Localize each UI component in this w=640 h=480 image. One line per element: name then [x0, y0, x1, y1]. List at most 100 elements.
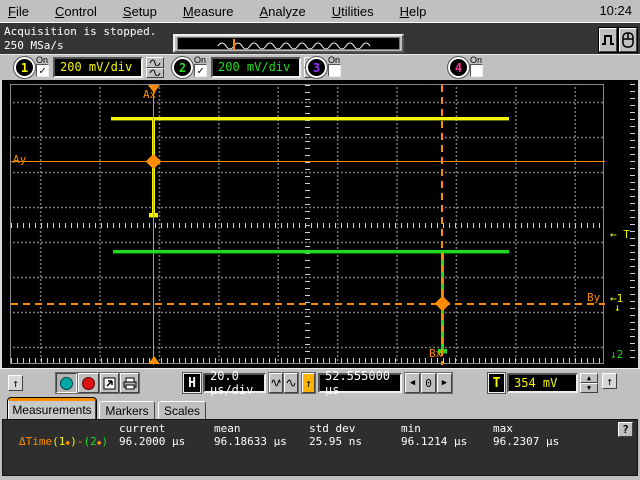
channel-1-on-checkbox[interactable]: ✓ [36, 64, 49, 77]
marker-ay-label: Ay [13, 153, 27, 166]
marker-ax-line[interactable] [153, 85, 154, 365]
expand-left-button[interactable]: ↑ [8, 375, 23, 391]
timebase-field[interactable]: 20.0 µs/div [203, 369, 266, 397]
level-up-button[interactable]: ▲ [580, 373, 598, 383]
channel-1-badge[interactable]: 1 [13, 56, 36, 79]
menu-utilities[interactable]: Utilities [331, 3, 374, 19]
preview-wave-icon [217, 39, 371, 50]
marker-bx-label: Bx [429, 347, 443, 360]
measurement-row-label: ΔTime(1◆)-(2◆) [19, 435, 109, 448]
channel-2-trace [113, 250, 509, 253]
marker-2-diamond-icon: ◆ [96, 438, 102, 447]
channel-1-scale-stepper [146, 57, 164, 78]
trigger-level-marker[interactable]: ← T [610, 228, 630, 241]
right-margin-ruler [630, 84, 635, 364]
channel-4-on-checkbox[interactable] [470, 64, 483, 77]
sample-rate: 250 MSa/s [4, 39, 64, 52]
run-button[interactable] [55, 372, 78, 394]
delay-right-button[interactable]: ▶ [436, 372, 453, 394]
channel-controls-row: 1 On ✓ 200 mV/div 2 On ✓ 200 mV/div 3 On… [0, 54, 640, 80]
horizontal-menu-button[interactable]: H [182, 372, 202, 394]
scale-up-button[interactable] [146, 57, 164, 68]
single-acquisition-button[interactable] [598, 27, 618, 53]
stop-button[interactable] [77, 372, 100, 394]
sine-icon [286, 379, 296, 387]
menu-help[interactable]: Help [399, 3, 427, 19]
measurement-mean: 96.18633 µs [214, 435, 287, 448]
marker-bx-line[interactable] [441, 85, 443, 365]
measurement-current: 96.2000 µs [119, 435, 186, 448]
channel-1-scale-field[interactable]: 200 mV/div [53, 57, 143, 78]
tab-measurements[interactable]: Measurements [7, 397, 97, 420]
menu-setup[interactable]: Setup [122, 3, 157, 19]
marker-by-line[interactable] [11, 303, 605, 305]
clear-display-button[interactable] [99, 372, 120, 394]
menu-analyze[interactable]: Analyze [259, 3, 306, 19]
sine-icon [149, 69, 161, 77]
channel-2-on-checkbox[interactable]: ✓ [194, 64, 207, 77]
status-bar: Acquisition is stopped. 250 MSa/s [0, 22, 640, 54]
timebase-zoom-out-button[interactable] [283, 372, 299, 394]
marker-ax-label: Ax [143, 88, 157, 101]
horizontal-trigger-toolbar: ↑ H 20.0 µs/div ↑ 52.555000 µs ◀ 0 ▶ T 3… [0, 368, 640, 397]
trigger-level-stepper: ▲ ▼ [580, 373, 598, 393]
trigger-menu-button[interactable]: T [487, 372, 506, 394]
measurement-std-dev: 25.95 ns [309, 435, 362, 448]
menu-bar: File Control Setup Measure Analyze Utili… [0, 0, 640, 22]
channel-1-trace [111, 117, 509, 120]
marker-ax-bottom-handle[interactable] [148, 356, 160, 364]
menu-file[interactable]: File [8, 3, 29, 19]
level-down-button[interactable]: ▼ [580, 383, 598, 393]
mouse-icon [622, 32, 634, 48]
menu-control[interactable]: Control [54, 3, 97, 19]
channel-2-badge[interactable]: 2 [171, 56, 194, 79]
channel-3-on-label: On [328, 55, 341, 65]
marker-1-diamond-icon: ◆ [65, 438, 71, 447]
scope-display: Ax Ay Bx ← T ←1 ↓ ↓2 By [0, 80, 640, 368]
measurement-max: 96.2307 µs [493, 435, 560, 448]
delay-field[interactable]: 52.555000 µs [318, 369, 402, 397]
channel-4-badge[interactable]: 4 [447, 56, 470, 79]
marker-a-diamond[interactable] [145, 153, 162, 170]
expand-right-button[interactable]: ↑ [602, 373, 617, 389]
timebase-zoom-in-button[interactable] [268, 372, 284, 394]
bottom-strip [0, 476, 640, 480]
trigger-level-field[interactable]: 354 mV [507, 373, 578, 393]
mouse-mode-button[interactable] [618, 27, 638, 53]
col-header-std-dev: std dev [309, 422, 356, 435]
channel-2-on-label: On [194, 55, 207, 65]
waveform-position-scrollbar[interactable] [173, 34, 404, 53]
waveform-preview [177, 37, 400, 50]
trigger-position-button[interactable]: ↑ [301, 372, 316, 394]
tab-scales[interactable]: Scales [158, 401, 206, 419]
marker-b-diamond[interactable] [434, 295, 451, 312]
marker-ax-top-handle[interactable] [148, 85, 160, 93]
col-header-max: max [493, 422, 513, 435]
delay-zero-button[interactable]: 0 [420, 372, 437, 394]
channel-3-badge[interactable]: 3 [305, 56, 328, 79]
help-button[interactable]: ? [618, 422, 633, 437]
channel-2-scale-field[interactable]: 200 mV/div [211, 57, 301, 78]
menu-measure[interactable]: Measure [182, 3, 234, 19]
measurements-panel: current mean std dev min max ? ΔTime(1◆)… [2, 419, 638, 476]
delay-left-button[interactable]: ◀ [404, 372, 421, 394]
channel-1-on-label: On [36, 55, 49, 65]
pulse-icon [602, 35, 614, 45]
marker-ay-line[interactable] [11, 161, 605, 162]
print-button[interactable] [119, 372, 140, 394]
channel-1-ground-marker[interactable]: ←1 [610, 292, 624, 305]
printer-icon [123, 377, 136, 389]
channel-1-ground-arrow-icon: ↓ [614, 301, 621, 314]
stop-icon [82, 376, 95, 390]
channel-3-on-checkbox[interactable] [328, 64, 341, 77]
run-icon [60, 376, 73, 390]
scale-down-button[interactable] [146, 67, 164, 78]
measurement-min: 96.1214 µs [401, 435, 468, 448]
sine-icon [149, 59, 161, 66]
tab-markers[interactable]: Markers [99, 401, 155, 419]
channel-2-ground-marker[interactable]: ↓2 [610, 348, 624, 361]
sine-compressed-icon [271, 379, 281, 387]
waveform-grid: Ax Ay Bx [10, 84, 605, 365]
clear-display-icon [103, 377, 116, 389]
